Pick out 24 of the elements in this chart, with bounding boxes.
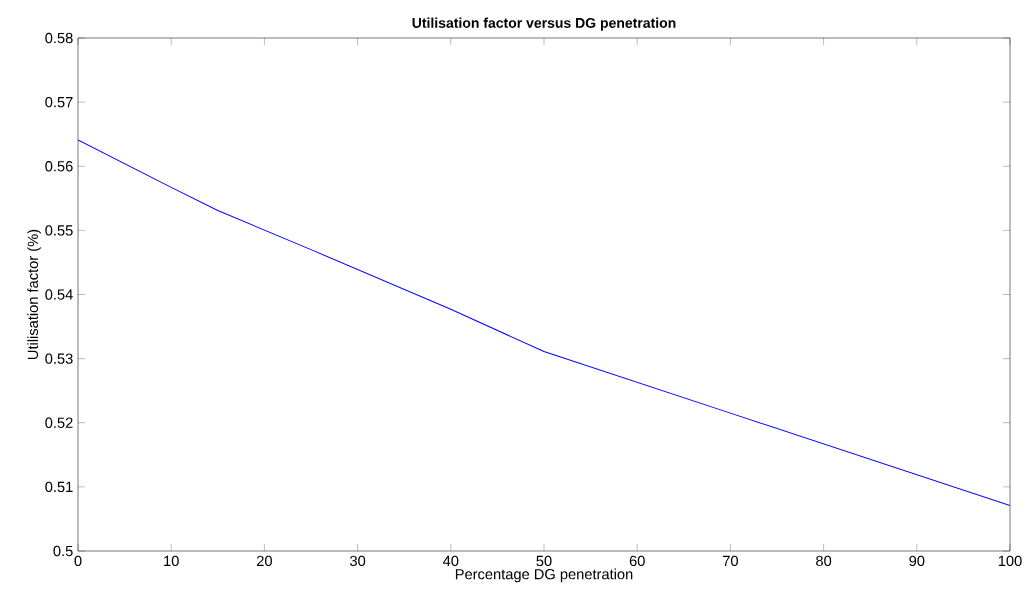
x-tick-label: 30 [350, 555, 366, 567]
line-series [78, 139, 1010, 506]
y-tick-label: 0.51 [45, 481, 73, 493]
y-tick-label: 0.54 [45, 289, 73, 300]
x-tick-label: 100 [998, 555, 1022, 567]
y-tick-label: 0.52 [45, 417, 73, 428]
y-tick-label: 0.55 [45, 225, 73, 236]
y-axis-title: Utilisation factor (%) [27, 229, 41, 359]
x-tick-label: 70 [723, 555, 738, 567]
x-tick-label: 50 [536, 555, 552, 567]
x-tick-label: 0 [74, 555, 82, 567]
y-tick-label: 0.57 [45, 96, 73, 108]
x-tick-label: 90 [909, 555, 925, 567]
y-tick-label: 0.5 [53, 545, 73, 557]
x-tick-label: 60 [629, 555, 645, 567]
chart-title: Utilisation factor versus DG penetration [412, 17, 676, 31]
x-axis-title: Percentage DG penetration [455, 568, 633, 583]
y-tick-label: 0.53 [45, 353, 73, 364]
y-tick-label: 0.56 [45, 161, 73, 172]
x-tick-label: 40 [442, 555, 459, 567]
x-tick-label: 10 [164, 555, 179, 567]
x-tick-label: 20 [256, 555, 272, 567]
x-tick-label: 80 [816, 555, 832, 567]
y-tick-label: 0.58 [45, 32, 73, 44]
